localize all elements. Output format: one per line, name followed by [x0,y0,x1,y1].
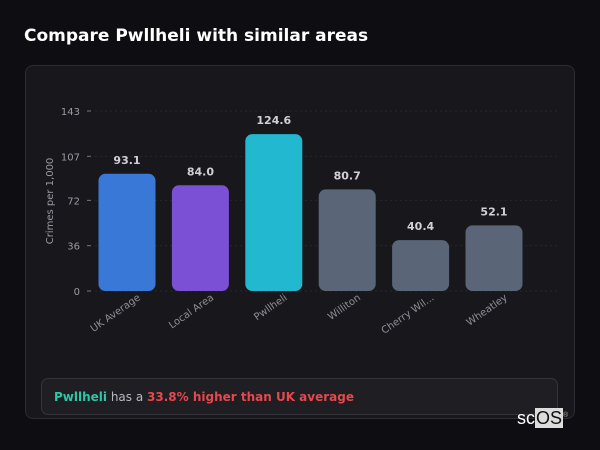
logo-text-os: OS [535,408,564,428]
x-tick-label: UK Average [89,292,143,334]
summary-box: Pwllheli has a 33.8% higher than UK aver… [41,378,558,415]
bar-value-label: 52.1 [480,205,507,218]
y-tick-label: 107 [61,152,80,163]
bar-value-label: 80.7 [334,169,361,182]
bar-value-label: 124.6 [256,114,291,127]
bar [465,225,523,291]
bar [245,134,303,291]
bar [98,173,156,291]
bar-value-label: 84.0 [187,165,214,178]
page-title: Compare Pwllheli with similar areas [24,26,369,46]
bar [318,189,376,291]
scos-logo: scOS® [517,408,568,429]
logo-mark: ® [563,412,569,419]
y-tick-label: 0 [74,287,80,298]
bar [171,185,229,291]
y-tick-label: 143 [61,107,80,118]
summary-place: Pwllheli [54,389,108,404]
x-tick-label: Local Area [167,292,216,331]
summary-text: has a [107,389,148,404]
y-axis-label: Crimes per 1,000 [45,158,56,245]
summary-diff: 33.8% higher than UK average [147,389,354,404]
y-tick-label: 72 [67,196,80,207]
bar-value-label: 40.4 [407,220,434,233]
bar [392,240,450,291]
y-tick-label: 36 [67,242,80,253]
x-tick-label: Pwllheli [252,292,289,323]
x-tick-label: Wheatley [465,292,510,328]
x-tick-label: Williton [326,292,363,322]
x-tick-label: Cherry Wil... [380,292,437,336]
bar-value-label: 93.1 [113,154,140,167]
logo-text: sc [517,408,535,428]
